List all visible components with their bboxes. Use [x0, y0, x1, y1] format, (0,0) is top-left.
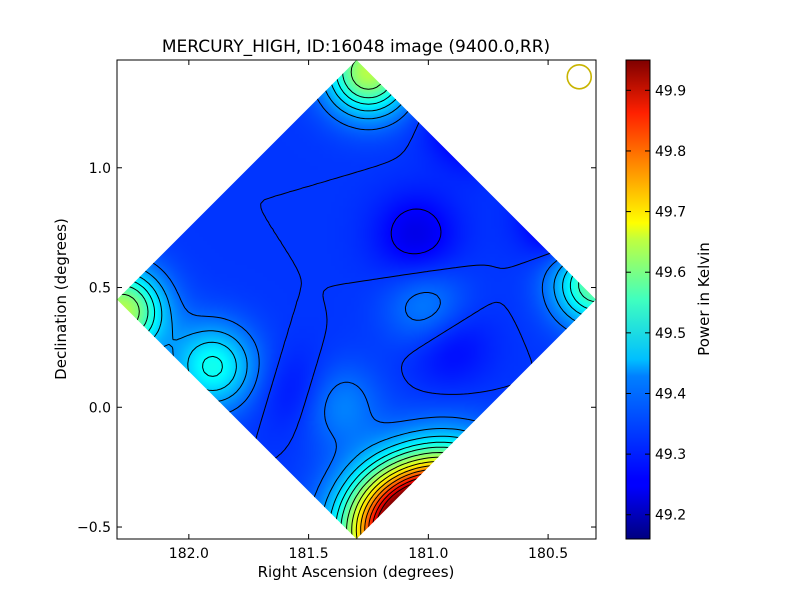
- axes-frame: [116, 59, 597, 540]
- plot-area: [117, 60, 596, 539]
- y-tick-label: 1.0: [89, 161, 111, 177]
- colorbar-tick-label: 49.3: [655, 447, 686, 463]
- colorbar: 49.2 49.3 49.4 49.5 49.6 49.7 49.8 49.9 Power i…: [625, 59, 713, 540]
- x-tick-label: 182.0: [169, 546, 209, 562]
- y-tick-label: 0.0: [89, 400, 111, 416]
- colorbar-tick-label: 49.8: [655, 144, 686, 160]
- x-tick-label: 181.5: [289, 546, 329, 562]
- colorbar-tick-label: 49.9: [655, 83, 686, 99]
- colorbar-tick-label: 49.4: [655, 386, 686, 402]
- chart-title: MERCURY_HIGH, ID:16048 image (9400.0,RR): [162, 37, 550, 57]
- colorbar-tick-label: 49.2: [655, 508, 686, 524]
- y-tick-label: −0.5: [77, 520, 111, 536]
- heatmap-raster: [117, 60, 596, 539]
- y-axis-label: Declination (degrees): [52, 218, 70, 380]
- x-axis: 182.0 181.5 181.0 180.5: [169, 60, 568, 562]
- colorbar-tick-label: 49.6: [655, 265, 686, 281]
- colorbar-tick-label: 49.5: [655, 326, 686, 342]
- beam-marker: [566, 63, 593, 90]
- x-axis-label: Right Ascension (degrees): [258, 563, 455, 581]
- colorbar-ticks: 49.2 49.3 49.4 49.5 49.6 49.7 49.8 49.9: [626, 83, 686, 524]
- colorbar-gradient: [625, 59, 651, 540]
- heatmap-image: [117, 60, 596, 539]
- x-tick-label: 180.5: [528, 546, 568, 562]
- y-axis: −0.5 0.0 0.5 1.0: [77, 161, 596, 536]
- x-tick-label: 181.0: [408, 546, 448, 562]
- colorbar-label: Power in Kelvin: [695, 242, 713, 356]
- colorbar-tick-label: 49.7: [655, 205, 686, 221]
- y-tick-label: 0.5: [89, 281, 111, 297]
